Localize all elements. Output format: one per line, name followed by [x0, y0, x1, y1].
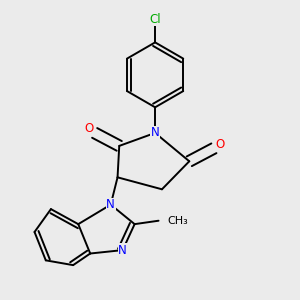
Text: CH₃: CH₃: [167, 216, 188, 226]
Text: N: N: [106, 198, 115, 211]
Text: N: N: [151, 126, 160, 140]
Text: O: O: [215, 138, 225, 151]
Text: N: N: [118, 244, 127, 256]
Text: Cl: Cl: [149, 13, 161, 26]
Text: O: O: [84, 122, 93, 135]
